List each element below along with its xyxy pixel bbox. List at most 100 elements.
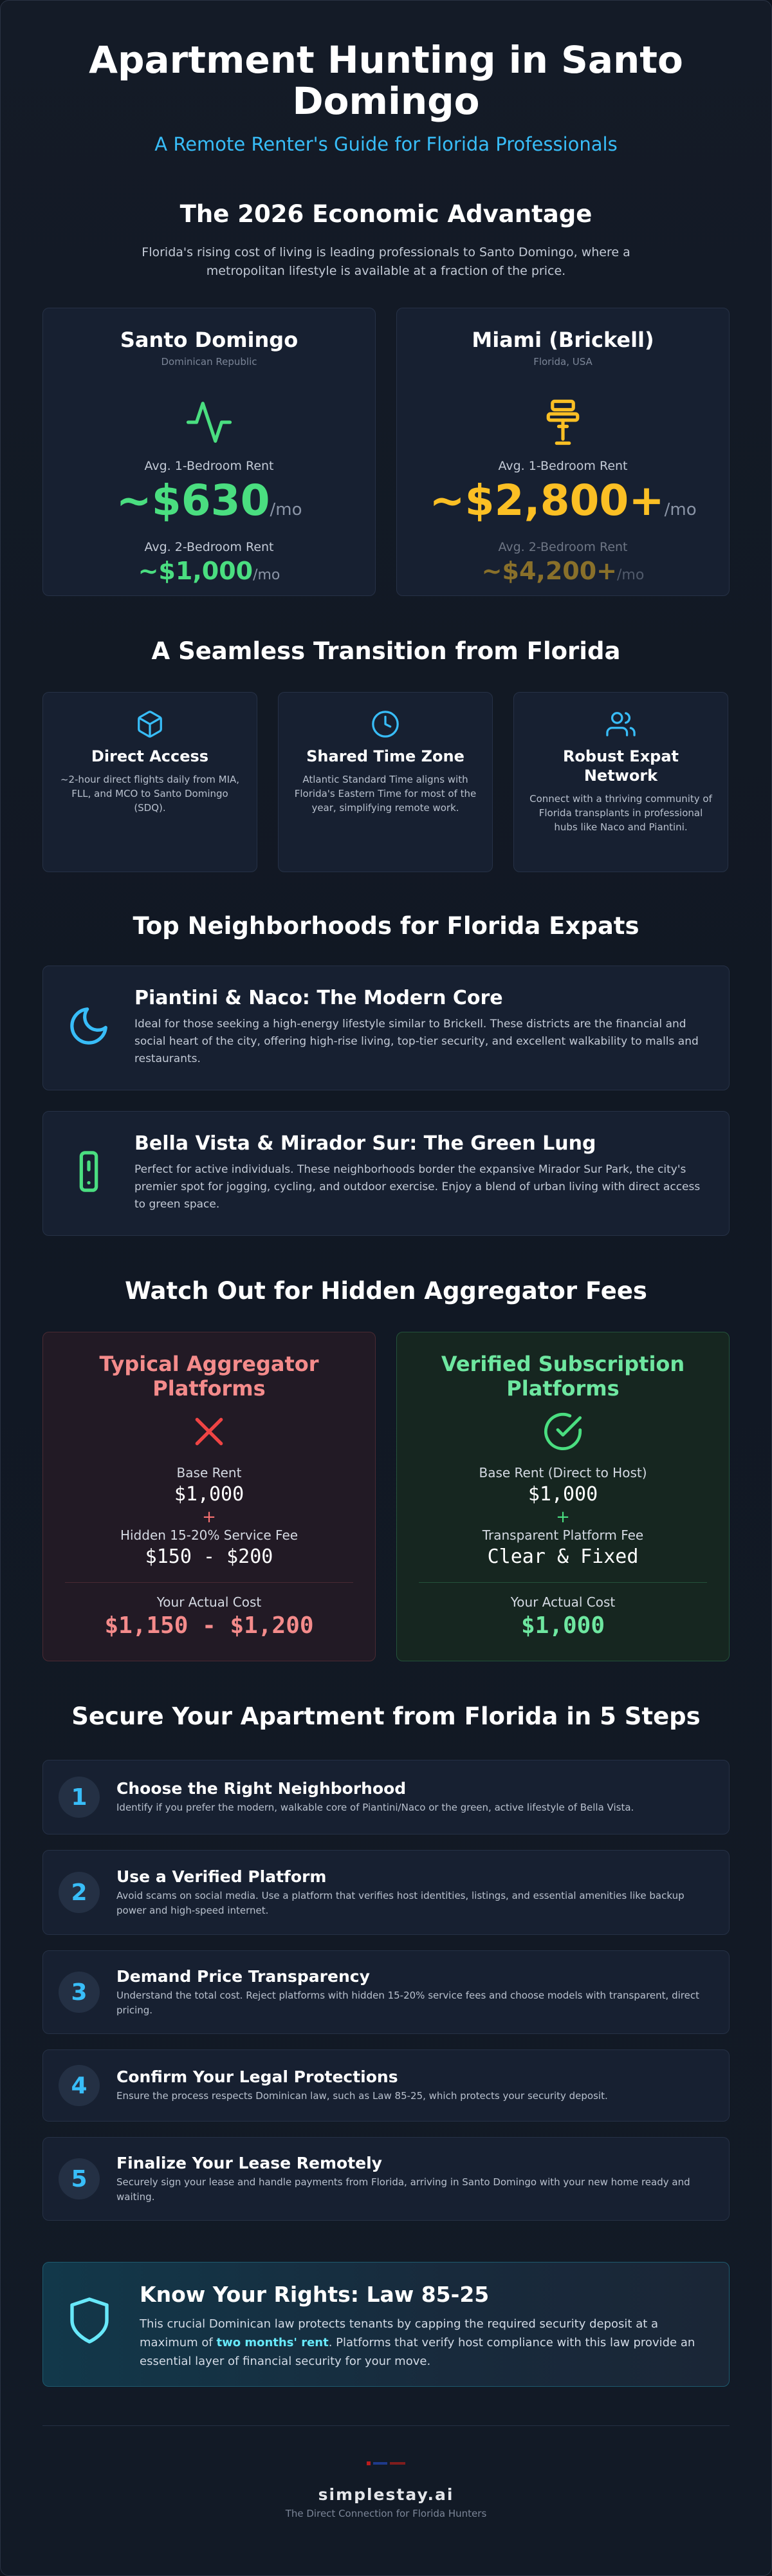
step-card: 3 Demand Price Transparency Understand t…	[42, 1950, 730, 2034]
neighborhood-body: Bella Vista & Mirador Sur: The Green Lun…	[134, 1132, 706, 1235]
fee-label: Hidden 15-20% Service Fee	[120, 1527, 299, 1543]
rights-section: Know Your Rights: Law 85-25 This crucial…	[1, 2262, 771, 2387]
total-label: Your Actual Cost	[510, 1594, 616, 1610]
check-circle-icon	[397, 1411, 729, 1456]
feature-card-time-zone: Shared Time Zone Atlantic Standard Time …	[278, 692, 493, 872]
rent-unit: /mo	[270, 500, 302, 519]
rent-label-2br: Avg. 2-Bedroom Rent	[498, 540, 628, 554]
neighborhood-card-bella-vista: Bella Vista & Mirador Sur: The Green Lun…	[42, 1111, 730, 1236]
rights-highlight: two months' rent	[216, 2336, 329, 2349]
users-icon	[528, 709, 713, 742]
rights-desc-before: This crucial Dominican law protects tena…	[140, 2317, 659, 2349]
neighborhoods-heading: Top Neighborhoods for Florida Expats	[133, 912, 639, 940]
rights-desc: This crucial Dominican law protects tena…	[140, 2315, 706, 2371]
fee-title: Verified Subscription Platforms	[441, 1352, 685, 1401]
shield-icon	[66, 2282, 113, 2386]
fee-card-aggregator: Typical Aggregator Platforms Base Rent $…	[42, 1332, 376, 1661]
step-number: 2	[59, 1872, 100, 1913]
city-card-miami: Miami (Brickell) Florida, USA Avg. 1-Bed…	[396, 308, 730, 596]
rights-title: Know Your Rights: Law 85-25	[140, 2282, 490, 2307]
step-card: 5 Finalize Your Lease Remotely Securely …	[42, 2137, 730, 2221]
cube-icon	[57, 709, 243, 742]
x-icon	[43, 1411, 375, 1456]
neighborhood-card-piantini: Piantini & Naco: The Modern Core Ideal f…	[42, 966, 730, 1090]
rights-body: Know Your Rights: Law 85-25 This crucial…	[140, 2282, 706, 2386]
rent-unit: /mo	[253, 567, 280, 583]
plus-sign: +	[202, 1507, 216, 1527]
fee-card-verified: Verified Subscription Platforms Base Ren…	[396, 1332, 730, 1661]
step-title: Finalize Your Lease Remotely	[116, 2153, 382, 2172]
step-body: Finalize Your Lease Remotely Securely si…	[116, 2154, 713, 2205]
step-title: Choose the Right Neighborhood	[116, 1779, 407, 1798]
step-card: 1 Choose the Right Neighborhood Identify…	[42, 1760, 730, 1834]
footer-divider	[42, 2425, 730, 2426]
economic-heading: The 2026 Economic Advantage	[179, 200, 593, 228]
step-body: Choose the Right Neighborhood Identify i…	[116, 1779, 634, 1815]
fees-section: Watch Out for Hidden Aggregator Fees Typ…	[1, 1277, 771, 1661]
base-rent-value: $1,000	[528, 1483, 598, 1506]
step-body: Confirm Your Legal Protections Ensure th…	[116, 2067, 608, 2104]
city-region: Florida, USA	[533, 356, 593, 368]
feature-title: Direct Access	[91, 747, 209, 765]
city-name: Santo Domingo	[120, 328, 299, 352]
header: Apartment Hunting in Santo Domingo A Rem…	[1, 1, 771, 155]
step-title: Confirm Your Legal Protections	[116, 2067, 398, 2086]
fee-comparison: Typical Aggregator Platforms Base Rent $…	[42, 1332, 730, 1661]
page-subtitle: A Remote Renter's Guide for Florida Prof…	[154, 133, 618, 155]
step-number: 3	[59, 1972, 100, 2013]
base-rent-value: $1,000	[174, 1483, 244, 1506]
step-title: Demand Price Transparency	[116, 1966, 370, 1986]
step-title: Use a Verified Platform	[116, 1867, 327, 1886]
rent-amount: ~$4,200+	[481, 557, 617, 585]
rent-label-2br: Avg. 2-Bedroom Rent	[144, 540, 274, 554]
step-body: Demand Price Transparency Understand the…	[116, 1967, 713, 2018]
total-value: $1,150 - $1,200	[104, 1612, 314, 1639]
feature-title: Robust Expat Network	[562, 747, 679, 785]
neighborhood-body: Piantini & Naco: The Modern Core Ideal f…	[134, 987, 706, 1090]
footer-logo-mark	[1, 2426, 771, 2467]
feature-title: Shared Time Zone	[306, 747, 464, 765]
divider	[419, 1582, 707, 1583]
steps-heading: Secure Your Apartment from Florida in 5 …	[71, 1703, 701, 1730]
rent-amount: ~$2,800+	[429, 476, 665, 525]
neighborhood-desc: Ideal for those seeking a high-energy li…	[134, 1018, 699, 1065]
step-number: 5	[59, 2158, 100, 2199]
page-title: Apartment Hunting in Santo Domingo	[89, 38, 683, 123]
fee-title: Typical Aggregator Platforms	[99, 1352, 319, 1401]
total-value: $1,000	[520, 1612, 605, 1639]
feature-card-direct-access: Direct Access ~2-hour direct flights dai…	[42, 692, 257, 872]
feature-desc: Atlantic Standard Time aligns with Flori…	[294, 774, 477, 814]
fee-value: Clear & Fixed	[487, 1545, 639, 1568]
phone-icon	[61, 1132, 116, 1235]
fee-label: Transparent Platform Fee	[482, 1527, 644, 1543]
neighborhood-title: Bella Vista & Mirador Sur: The Green Lun…	[134, 1132, 596, 1155]
rent-amount: ~$630	[116, 476, 270, 525]
total-label: Your Actual Cost	[156, 1594, 262, 1610]
fees-heading: Watch Out for Hidden Aggregator Fees	[125, 1277, 647, 1305]
rent-unit: /mo	[664, 500, 697, 519]
neighborhood-title: Piantini & Naco: The Modern Core	[134, 987, 503, 1009]
moon-icon	[61, 987, 116, 1090]
step-desc: Understand the total cost. Reject platfo…	[116, 1989, 699, 2016]
economic-intro: Florida's rising cost of living is leadi…	[142, 245, 630, 278]
city-comparison: Santo Domingo Dominican Republic Avg. 1-…	[42, 308, 730, 596]
city-name: Miami (Brickell)	[472, 328, 654, 352]
transition-heading: A Seamless Transition from Florida	[151, 637, 621, 665]
base-rent-label: Base Rent	[176, 1465, 242, 1480]
city-card-santo-domingo: Santo Domingo Dominican Republic Avg. 1-…	[42, 308, 376, 596]
step-card: 4 Confirm Your Legal Protections Ensure …	[42, 2049, 730, 2122]
step-body: Use a Verified Platform Avoid scams on s…	[116, 1867, 713, 1918]
city-region: Dominican Republic	[161, 356, 257, 368]
lamp-icon	[397, 397, 729, 447]
footer-text: simplestay.ai The Direct Connection for …	[1, 2485, 771, 2519]
feature-row: Direct Access ~2-hour direct flights dai…	[42, 692, 730, 872]
step-desc: Securely sign your lease and handle paym…	[116, 2176, 690, 2203]
rent-value-1br: ~$630/mo	[43, 477, 375, 534]
plus-sign: +	[556, 1507, 570, 1527]
step-number: 4	[59, 2065, 100, 2106]
brand-tagline: The Direct Connection for Florida Hunter…	[285, 2508, 487, 2519]
step-card: 2 Use a Verified Platform Avoid scams on…	[42, 1850, 730, 1935]
divider	[65, 1582, 353, 1583]
fee-value: $150 - $200	[145, 1545, 273, 1568]
rights-desc-after: . Platforms that verify host compliance …	[140, 2336, 695, 2368]
